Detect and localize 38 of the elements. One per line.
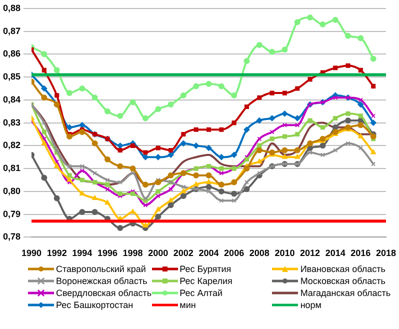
y-tick-label: 0,78 (2, 232, 21, 242)
legend-label: Свердловская область (56, 288, 152, 298)
legend-label: Ставропольский край (56, 264, 146, 274)
legend-label: Магаданская область (300, 288, 391, 298)
legend-label: Воронежская область (56, 276, 148, 286)
legend-label: Рес Бурятия (180, 264, 232, 274)
legend-label: Рес Башкортостан (56, 300, 134, 310)
y-tick-label: 0,88 (2, 2, 21, 13)
y-tick-label: 0,79 (2, 208, 21, 219)
x-tick-label: 2008 (249, 248, 270, 258)
x-tick-label: 1994 (72, 248, 92, 258)
x-tick-label: 1996 (97, 248, 118, 258)
y-tick-label: 0,86 (2, 48, 21, 59)
legend-label: Ивановская область (300, 264, 386, 274)
x-tick-label: 2018 (376, 248, 396, 258)
y-tick-label: 0,85 (2, 72, 21, 82)
y-tick-label: 0,80 (2, 186, 21, 196)
x-tick-label: 2014 (325, 248, 346, 258)
x-tick-label: 2016 (350, 248, 371, 258)
x-tick-label: 2012 (300, 248, 320, 258)
x-tick-label: 1992 (46, 248, 67, 258)
legend-label: Рес Карелия (180, 276, 232, 286)
x-tick-label: 1990 (22, 248, 42, 258)
y-tick-label: 0,84 (2, 94, 21, 104)
legend-label: мин (180, 300, 196, 310)
legend-label: Рес Алтай (180, 288, 223, 298)
x-tick-label: 2004 (198, 248, 219, 258)
x-tick-label: 2010 (274, 248, 295, 258)
y-tick-label: 0,83 (2, 117, 21, 128)
y-tick-label: 0,82 (2, 140, 21, 150)
x-tick-label: 2000 (148, 248, 168, 258)
y-tick-label: 0,87 (2, 26, 21, 36)
legend-label: Московская область (300, 276, 386, 286)
x-tick-label: 2006 (224, 248, 244, 258)
x-tick-label: 1998 (122, 248, 143, 258)
legend-label: норм (300, 300, 322, 310)
x-tick-label: 2002 (173, 248, 194, 258)
y-tick-label: 0,81 (2, 163, 21, 174)
